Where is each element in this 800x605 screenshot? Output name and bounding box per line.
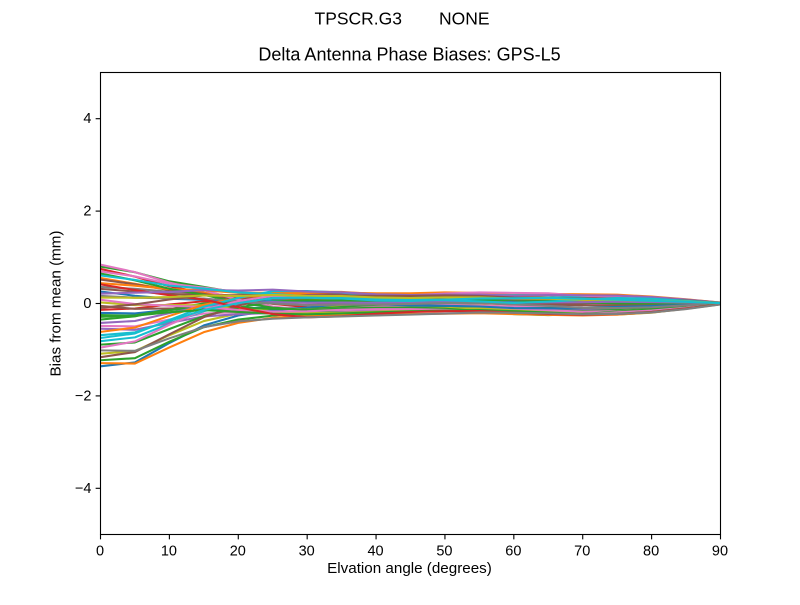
svg-text:10: 10 xyxy=(161,543,177,559)
svg-text:60: 60 xyxy=(505,543,521,559)
svg-text:30: 30 xyxy=(299,543,315,559)
svg-text:2: 2 xyxy=(83,204,91,220)
svg-text:−2: −2 xyxy=(75,388,92,404)
svg-text:80: 80 xyxy=(643,543,659,559)
svg-text:NONE: NONE xyxy=(439,8,490,28)
svg-text:Bias from mean (mm): Bias from mean (mm) xyxy=(48,231,65,377)
svg-text:70: 70 xyxy=(574,543,590,559)
svg-text:Elvation angle (degrees): Elvation angle (degrees) xyxy=(327,560,492,577)
svg-text:0: 0 xyxy=(83,296,91,312)
svg-text:−4: −4 xyxy=(75,481,92,497)
svg-text:40: 40 xyxy=(367,543,383,559)
svg-text:20: 20 xyxy=(230,543,246,559)
svg-text:90: 90 xyxy=(712,543,728,559)
svg-text:Delta Antenna Phase Biases: GP: Delta Antenna Phase Biases: GPS-L5 xyxy=(258,44,560,64)
svg-text:50: 50 xyxy=(436,543,452,559)
svg-text:0: 0 xyxy=(96,543,104,559)
svg-text:TPSCR.G3: TPSCR.G3 xyxy=(315,8,403,28)
svg-text:4: 4 xyxy=(83,111,91,127)
